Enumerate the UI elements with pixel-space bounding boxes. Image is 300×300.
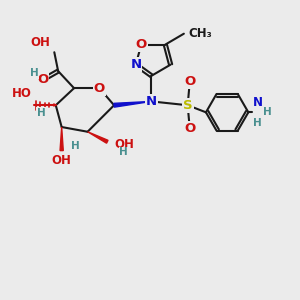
Text: CH₃: CH₃	[188, 27, 212, 40]
Polygon shape	[114, 101, 152, 107]
Text: O: O	[37, 74, 48, 86]
Polygon shape	[88, 132, 108, 143]
Text: HO: HO	[11, 87, 31, 100]
Text: H: H	[30, 68, 39, 78]
Text: O: O	[184, 122, 195, 135]
Polygon shape	[60, 127, 63, 151]
Text: H: H	[119, 147, 128, 157]
Text: H: H	[70, 141, 79, 151]
Text: O: O	[94, 82, 105, 95]
Text: OH: OH	[115, 138, 134, 151]
Text: N: N	[130, 58, 141, 71]
Text: H: H	[253, 118, 262, 128]
Text: OH: OH	[52, 154, 72, 167]
Text: N: N	[253, 96, 263, 110]
Text: H: H	[263, 107, 272, 117]
Text: N: N	[146, 95, 157, 108]
Text: O: O	[136, 38, 147, 51]
Text: O: O	[184, 75, 195, 88]
Text: H: H	[37, 108, 45, 118]
Text: OH: OH	[30, 36, 50, 49]
Text: S: S	[183, 99, 193, 112]
